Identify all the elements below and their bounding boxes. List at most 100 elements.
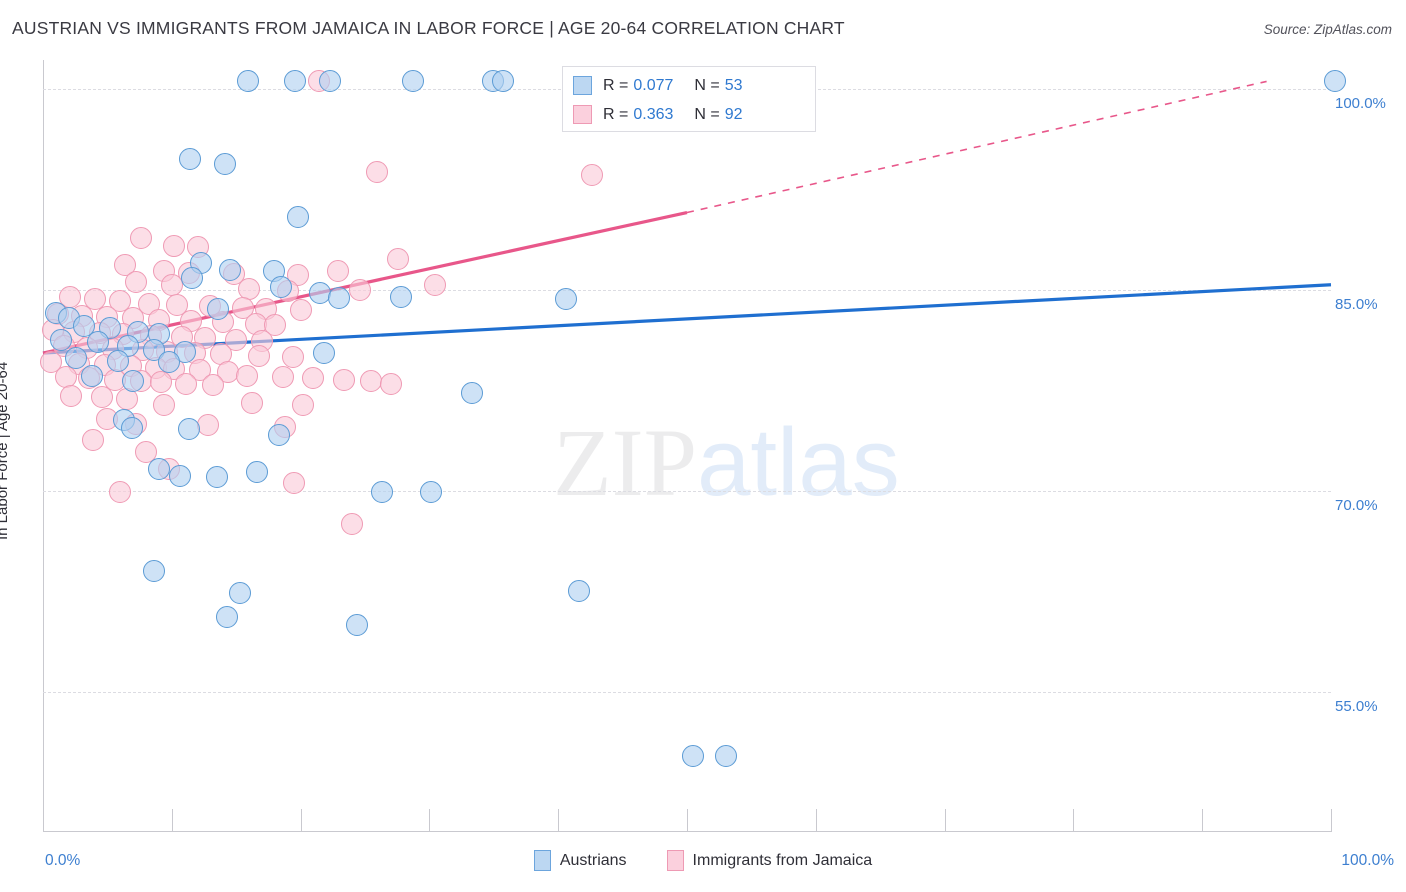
scatter-point[interactable] (263, 313, 286, 336)
scatter-point[interactable] (196, 414, 219, 437)
scatter-point[interactable] (109, 289, 132, 312)
scatter-point[interactable] (271, 366, 294, 389)
scatter-point[interactable] (240, 391, 263, 414)
scatter-point[interactable] (235, 364, 258, 387)
scatter-point[interactable] (379, 372, 402, 395)
scatter-point[interactable] (216, 605, 239, 628)
scatter-point[interactable] (87, 331, 110, 354)
scatter-point[interactable] (160, 273, 183, 296)
scatter-point[interactable] (554, 288, 577, 311)
scatter-point[interactable] (65, 347, 88, 370)
scatter-point[interactable] (283, 471, 306, 494)
x-axis-tick (687, 809, 688, 831)
series-legend: Austrians Immigrants from Jamaica (0, 850, 1406, 871)
scatter-point[interactable] (1323, 70, 1346, 93)
scatter-point[interactable] (218, 259, 241, 282)
scatter-point[interactable] (165, 293, 188, 316)
scatter-point[interactable] (460, 382, 483, 405)
scatter-point[interactable] (83, 288, 106, 311)
scatter-point[interactable] (682, 744, 705, 767)
scatter-point[interactable] (168, 465, 191, 488)
stats-n-value-pink: 92 (724, 105, 743, 123)
scatter-point[interactable] (289, 299, 312, 322)
scatter-point[interactable] (60, 384, 83, 407)
scatter-point[interactable] (302, 367, 325, 390)
scatter-point[interactable] (284, 70, 307, 93)
scatter-point[interactable] (270, 276, 293, 299)
scatter-point[interactable] (580, 164, 603, 187)
scatter-point[interactable] (91, 386, 114, 409)
scatter-point[interactable] (50, 328, 73, 351)
scatter-point[interactable] (333, 368, 356, 391)
x-axis-tick (944, 809, 946, 831)
scatter-point[interactable] (567, 580, 590, 603)
scatter-point[interactable] (365, 161, 388, 184)
legend-item-austrians[interactable]: Austrians (533, 850, 627, 871)
scatter-point[interactable] (205, 466, 228, 489)
scatter-point[interactable] (328, 287, 351, 310)
source-attribution: Source: ZipAtlas.com (1263, 22, 1392, 37)
scatter-point[interactable] (163, 234, 186, 257)
scatter-point[interactable] (39, 351, 62, 374)
scatter-point[interactable] (229, 581, 252, 604)
scatter-point[interactable] (153, 394, 176, 417)
scatter-point[interactable] (281, 346, 304, 369)
scatter-point[interactable] (231, 296, 254, 319)
stats-row-austrians: R = 0.077 N = 53 (573, 71, 805, 100)
scatter-point[interactable] (346, 613, 369, 636)
scatter-point[interactable] (267, 423, 290, 446)
scatter-point[interactable] (287, 205, 310, 228)
legend-item-jamaica[interactable]: Immigrants from Jamaica (666, 850, 872, 871)
scatter-point[interactable] (326, 260, 349, 283)
scatter-point[interactable] (423, 273, 446, 296)
scatter-point[interactable] (73, 315, 96, 338)
scatter-point[interactable] (419, 481, 442, 504)
scatter-point[interactable] (147, 458, 170, 481)
scatter-point[interactable] (150, 371, 173, 394)
scatter-point[interactable] (341, 513, 364, 536)
scatter-point[interactable] (120, 416, 143, 439)
scatter-point[interactable] (387, 248, 410, 271)
scatter-point[interactable] (390, 285, 413, 308)
scatter-point[interactable] (135, 441, 158, 464)
scatter-point[interactable] (292, 394, 315, 417)
scatter-point[interactable] (370, 481, 393, 504)
scatter-point[interactable] (82, 428, 105, 451)
scatter-point[interactable] (178, 148, 201, 170)
scatter-point[interactable] (109, 481, 132, 504)
scatter-point[interactable] (225, 328, 248, 351)
scatter-point[interactable] (122, 370, 145, 393)
scatter-point[interactable] (207, 297, 230, 320)
scatter-point[interactable] (114, 253, 137, 276)
scatter-point[interactable] (714, 744, 737, 767)
stats-swatch-pink (573, 105, 592, 124)
scatter-point[interactable] (213, 153, 236, 176)
scatter-point[interactable] (202, 374, 225, 397)
scatter-point[interactable] (181, 267, 204, 290)
scatter-point[interactable] (80, 364, 103, 387)
scatter-point[interactable] (491, 70, 514, 93)
scatter-point[interactable] (401, 70, 424, 93)
scatter-point[interactable] (158, 351, 181, 374)
scatter-point[interactable] (248, 344, 271, 367)
scatter-point[interactable] (245, 461, 268, 484)
x-axis-tick (558, 809, 560, 831)
scatter-point[interactable] (142, 560, 165, 583)
scatter-point[interactable] (129, 226, 152, 249)
scatter-point[interactable] (236, 70, 259, 93)
scatter-point[interactable] (177, 418, 200, 441)
legend-swatch-jamaica (666, 850, 684, 871)
y-axis-line (43, 60, 44, 832)
scatter-point[interactable] (174, 372, 197, 395)
gridline (43, 290, 1331, 292)
x-axis-tick (815, 809, 817, 831)
scatter-point[interactable] (319, 70, 342, 93)
scatter-point[interactable] (124, 271, 147, 294)
plot-area (39, 60, 1346, 832)
scatter-point[interactable] (106, 350, 129, 373)
scatter-point[interactable] (312, 342, 335, 364)
scatter-point[interactable] (348, 279, 371, 302)
x-axis-tick (1202, 809, 1204, 831)
x-axis-line (43, 831, 1332, 832)
